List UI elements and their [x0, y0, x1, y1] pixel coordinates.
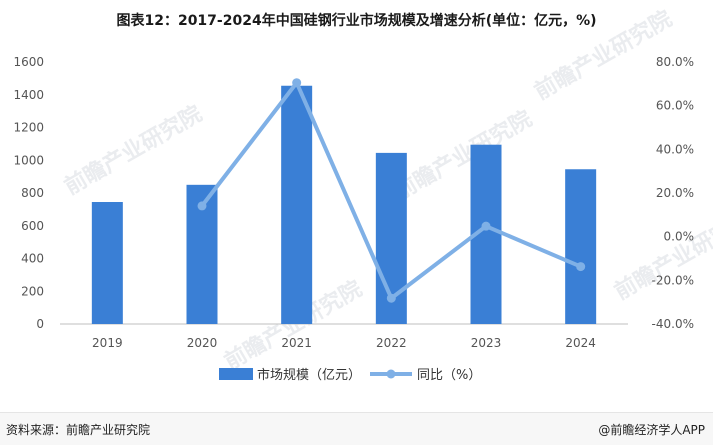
growth-point — [292, 78, 302, 88]
x-tick-label: 2021 — [281, 336, 312, 350]
watermark-text: 前瞻产业研究院 — [60, 101, 206, 201]
x-tick-label: 2019 — [92, 336, 123, 350]
footer: 资料来源：前瞻产业研究院 @前瞻经济学人APP — [0, 412, 713, 445]
y-right-tick-label: 60.0% — [656, 99, 694, 113]
growth-point — [197, 201, 207, 211]
y-left-tick-label: 1600 — [13, 55, 44, 69]
bar — [565, 169, 597, 324]
source-note: 资料来源：前瞻产业研究院 — [6, 423, 151, 437]
x-tick-label: 2020 — [187, 336, 218, 350]
y-left-tick-label: 1400 — [13, 88, 44, 102]
y-right-tick-label: 80.0% — [656, 55, 694, 69]
y-right-tick-label: -20.0% — [652, 273, 694, 287]
watermark-text: 前瞻产业研究院 — [390, 106, 536, 206]
watermark-text: 前瞻产业研究院 — [610, 206, 713, 306]
y-right-tick-label: 0.0% — [664, 230, 695, 244]
y-left-tick-label: 400 — [21, 252, 44, 266]
y-left-tick-label: 1000 — [13, 153, 44, 167]
growth-point — [481, 221, 491, 231]
y-left-tick-label: 800 — [21, 186, 44, 200]
bar — [281, 85, 313, 325]
x-tick-label: 2023 — [471, 336, 502, 350]
legend-bar-swatch — [219, 368, 253, 380]
y-right-tick-label: 40.0% — [656, 142, 694, 156]
growth-point — [386, 293, 396, 303]
growth-point — [576, 262, 586, 272]
y-left-tick-label: 600 — [21, 219, 44, 233]
y-left-tick-label: 1200 — [13, 121, 44, 135]
x-tick-label: 2022 — [376, 336, 407, 350]
x-tick-label: 2024 — [565, 336, 596, 350]
legend-line-label: 同比（%） — [417, 368, 481, 383]
chart-title: 图表12：2017-2024年中国硅钢行业市场规模及增速分析(单位：亿元，%) — [116, 13, 597, 29]
legend-bar-label: 市场规模（亿元） — [257, 367, 361, 383]
brand-credit: @前瞻经济学人APP — [598, 423, 705, 437]
y-left-tick-label: 200 — [21, 284, 44, 298]
y-right-tick-label: 20.0% — [656, 186, 694, 200]
y-right-tick-label: -40.0% — [652, 317, 694, 331]
bar — [91, 202, 123, 324]
legend-line-marker — [386, 369, 396, 379]
y-left-tick-label: 0 — [36, 317, 44, 331]
chart-canvas: 前瞻产业研究院 前瞻产业研究院前瞻产业研究院前瞻产业研究院前瞻产业研究院02004… — [13, 6, 713, 383]
watermark-text: 前瞻产业研究院 — [530, 6, 676, 106]
